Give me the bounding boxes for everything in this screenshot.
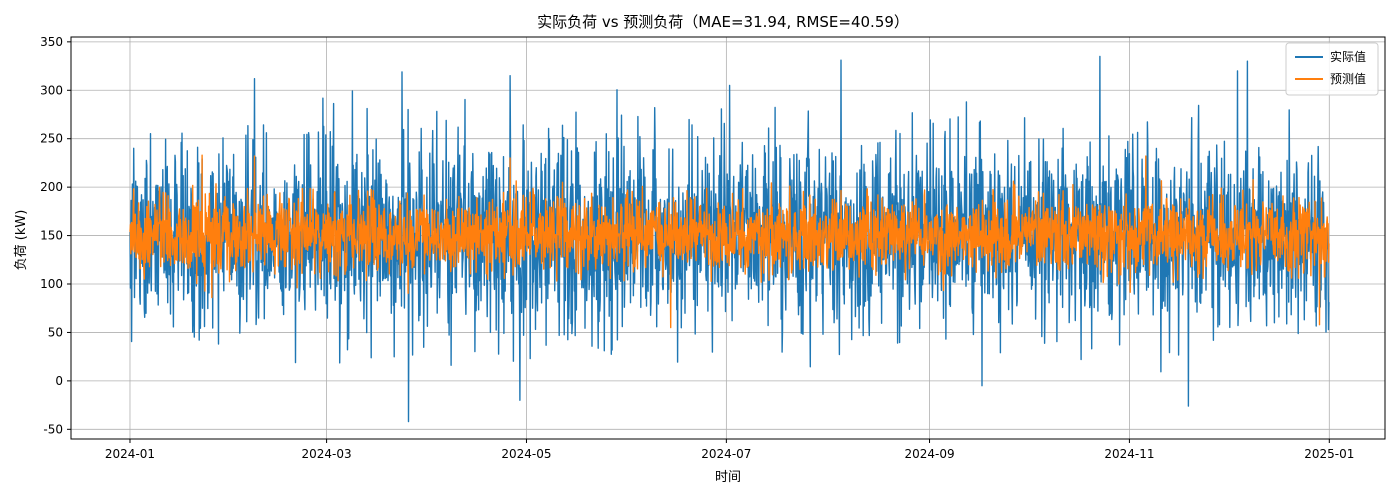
legend-label-actual: 实际值 [1330,49,1366,64]
legend: 实际值 预测值 [1285,42,1379,96]
x-tick-label: 2024-11 [1104,447,1154,461]
legend-label-forecast: 预测值 [1330,71,1366,86]
series-line-1 [129,154,1330,329]
x-tick-label: 2024-07 [701,447,751,461]
x-tick-label: 2024-05 [501,447,551,461]
y-tick-label: 300 [40,83,63,97]
y-tick-label: 0 [55,374,63,388]
y-tick-label: -50 [43,422,63,436]
x-tick-label: 2024-09 [904,447,954,461]
series-line-0 [129,55,1330,423]
y-tick-label: 200 [40,180,63,194]
y-tick-label: 350 [40,35,63,49]
plot-frame [70,36,1386,440]
chart-title: 实际负荷 vs 预测负荷（MAE=31.94, RMSE=40.59） [537,13,909,31]
series-layer [129,55,1330,423]
tick-layer: -50 0 50 100 150 200 250 300 350 2024-01 2024-03 20… [40,35,1354,461]
y-axis-title: 负荷 (kW) [14,210,29,271]
y-tick-label: 150 [40,229,63,243]
x-tick-label: 2024-01 [105,447,155,461]
y-tick-label: 100 [40,277,63,291]
x-axis-title: 时间 [715,470,741,485]
y-tick-label: 50 [48,325,63,339]
x-tick-label: 2024-03 [302,447,352,461]
x-tick-label: 2025-01 [1304,447,1354,461]
y-tick-label: 250 [40,132,63,146]
